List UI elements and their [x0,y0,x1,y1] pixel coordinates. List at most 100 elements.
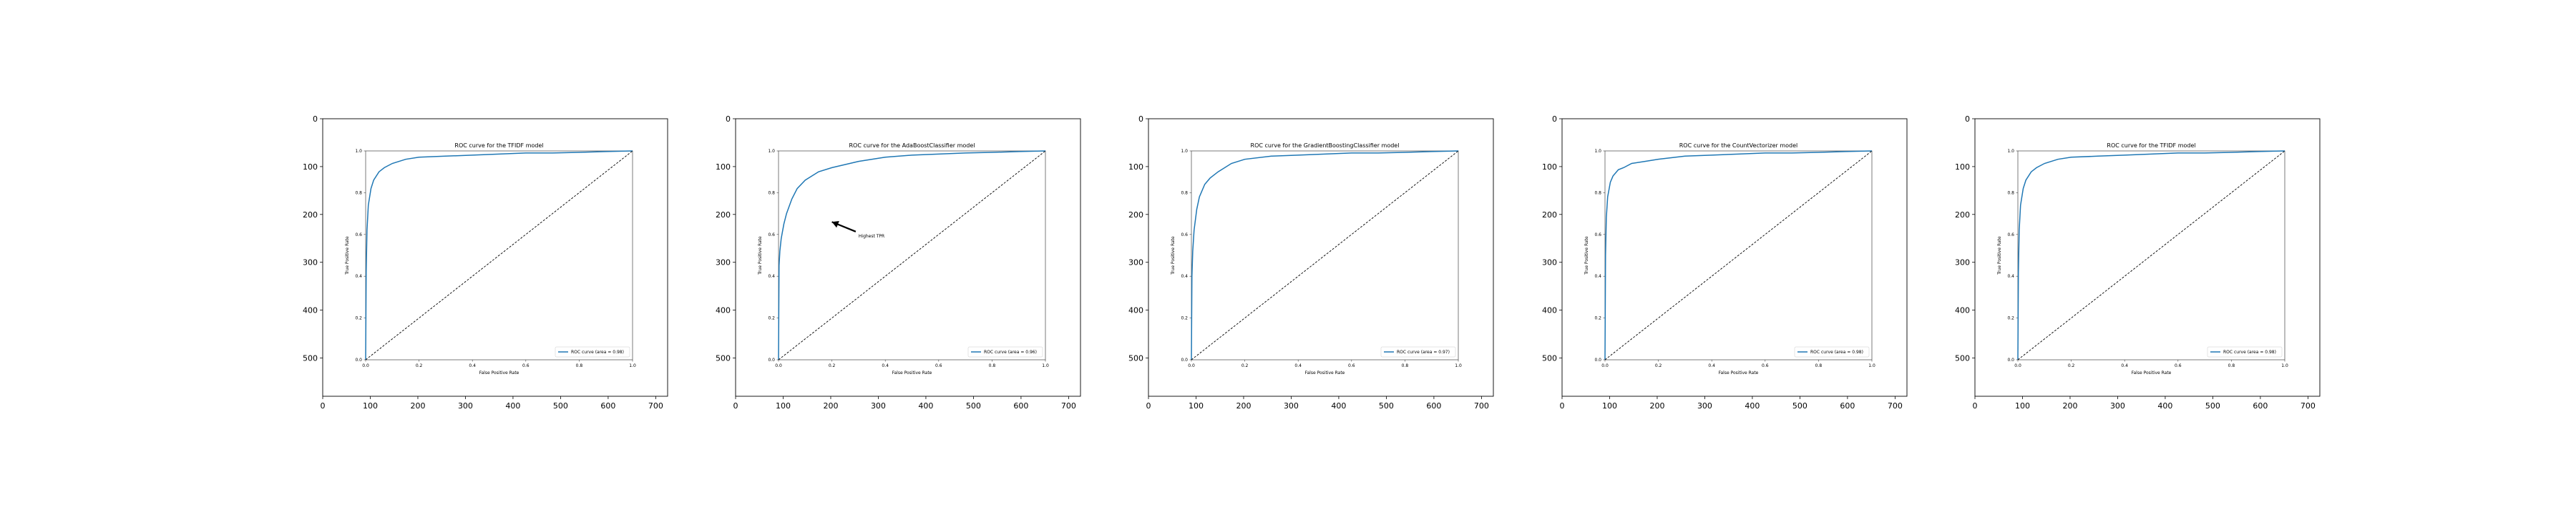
outer-y-tick-label: 400 [1542,306,1557,315]
legend: ROC curve (area = 0.98) [555,346,630,358]
chart-panel-3: 0 100 200 300 400 500 600 700 0 100 200 300 400 500 RO… [1128,114,1494,411]
roc-curve-line [365,150,633,360]
x-axis-label: False Positive Rate [1305,371,1345,376]
outer-y-tick-label: 300 [1542,258,1557,268]
outer-x-tick-label: 500 [2205,401,2220,411]
outer-x-tick-label: 500 [1792,401,1807,411]
outer-x-tick-label: 300 [2110,401,2125,411]
x-tick-label: 0.6 [935,363,942,368]
outer-axes-frame [1148,118,1494,397]
outer-x-tick-label: 600 [1840,401,1855,411]
y-tick-label: 0.6 [1181,232,1188,237]
x-tick-label: 0.6 [1762,363,1769,368]
chart-title: ROC curve for the TFIDF model [2107,142,2195,149]
y-tick-label: 0.2 [1594,316,1601,321]
x-tick-label: 0.0 [1188,363,1195,368]
x-tick-label: 1.0 [1868,363,1875,368]
chart-title: ROC curve for the TFIDF model [454,142,543,149]
outer-x-tick-label: 400 [2157,401,2172,411]
legend: ROC curve (area = 0.98) [1794,346,1870,358]
x-tick-label: 0.0 [775,363,782,368]
outer-x-tick-label: 300 [1697,401,1712,411]
outer-x-tick-label: 500 [1379,401,1394,411]
x-tick-label: 0.4 [1708,363,1715,368]
y-tick-label: 0.8 [355,190,362,195]
roc-curve-line [1604,150,1873,360]
outer-x-tick-label: 400 [505,401,520,411]
legend-label: ROC curve (area = 0.97) [1397,350,1450,355]
legend-label: ROC curve (area = 0.98) [571,350,624,355]
chart-panel-2: 0 100 200 300 400 500 600 700 0 100 200 300 400 500 RO… [716,114,1081,411]
y-tick-label: 0.2 [2007,316,2014,321]
annotation-label: Highest TPR [859,234,884,239]
legend-label: ROC curve (area = 0.98) [2223,350,2276,355]
y-axis-label: True Positive Rate [758,236,763,275]
outer-axes-frame [1561,118,1908,397]
outer-axes-frame [1974,118,2321,397]
outer-x-tick-label: 100 [1189,401,1204,411]
y-tick-label: 0.6 [1594,232,1601,237]
y-tick-label: 0.2 [768,316,775,321]
outer-y-tick-label: 200 [1955,210,1970,220]
y-tick-label: 1.0 [2007,149,2014,154]
y-tick-label: 0.0 [768,358,775,363]
y-tick-label: 0.8 [1594,190,1601,195]
outer-x-tick-label: 500 [966,401,981,411]
y-axis-label: True Positive Rate [1584,236,1589,275]
y-tick-label: 0.2 [355,316,362,321]
outer-x-tick-label: 300 [1284,401,1299,411]
roc-curve-line [1191,150,1459,360]
outer-y-tick-label: 300 [303,258,318,268]
x-tick-label: 1.0 [1042,363,1049,368]
chart-title: ROC curve for the GradientBoostingClassi… [1251,142,1400,149]
y-tick-label: 0.6 [355,232,362,237]
outer-y-tick-label: 200 [1542,210,1557,220]
outer-y-tick-label: 0 [313,114,318,124]
chart-panel-1: 0 100 200 300 400 500 600 700 0 100 200 300 400 500 RO… [303,114,668,411]
legend: ROC curve (area = 0.98) [2207,346,2283,358]
x-tick-label: 0.2 [1655,363,1662,368]
outer-x-tick-label: 0 [1973,401,1978,411]
chance-diagonal-line [2017,150,2285,360]
y-tick-label: 1.0 [1181,149,1188,154]
x-tick-label: 0.4 [469,363,476,368]
outer-x-tick-label: 300 [871,401,886,411]
outer-x-tick-label: 100 [776,401,791,411]
outer-x-tick-label: 400 [1745,401,1760,411]
outer-y-tick-label: 500 [303,353,318,363]
chance-diagonal-line [365,150,633,360]
outer-x-tick-label: 700 [1888,401,1903,411]
y-tick-label: 0.2 [1181,316,1188,321]
x-tick-label: 0.4 [1294,363,1302,368]
y-axis-label: True Positive Rate [1171,236,1176,275]
outer-y-tick-label: 100 [716,162,731,172]
x-tick-label: 1.0 [2281,363,2288,368]
outer-x-tick-label: 100 [363,401,378,411]
outer-y-tick-label: 300 [1128,258,1143,268]
y-tick-label: 0.4 [768,274,775,279]
legend: ROC curve (area = 0.96) [967,346,1043,358]
x-tick-label: 0.4 [882,363,889,368]
chart-panel-5: 0 100 200 300 400 500 600 700 0 100 200 300 400 500 RO… [1955,114,2321,411]
y-tick-label: 0.0 [355,358,362,363]
y-tick-label: 0.6 [768,232,775,237]
x-tick-label: 0.8 [1815,363,1823,368]
x-tick-label: 0.6 [2175,363,2182,368]
outer-x-tick-label: 700 [2301,401,2316,411]
y-tick-label: 0.8 [768,190,775,195]
x-tick-label: 0.8 [2228,363,2235,368]
outer-x-tick-label: 400 [1331,401,1346,411]
legend-box [1794,346,1870,358]
outer-y-tick-label: 100 [1128,162,1143,172]
annotation-arrow-head [831,221,839,228]
legend-label: ROC curve (area = 0.96) [984,350,1037,355]
legend-box [1380,346,1456,358]
roc-curve-line [2017,150,2285,360]
outer-x-tick-label: 600 [1426,401,1441,411]
outer-y-tick-label: 500 [716,353,731,363]
y-tick-label: 0.0 [1181,358,1188,363]
outer-x-tick-label: 700 [1474,401,1489,411]
y-tick-label: 0.0 [2007,358,2014,363]
y-tick-label: 1.0 [355,149,362,154]
x-tick-label: 0.0 [362,363,369,368]
